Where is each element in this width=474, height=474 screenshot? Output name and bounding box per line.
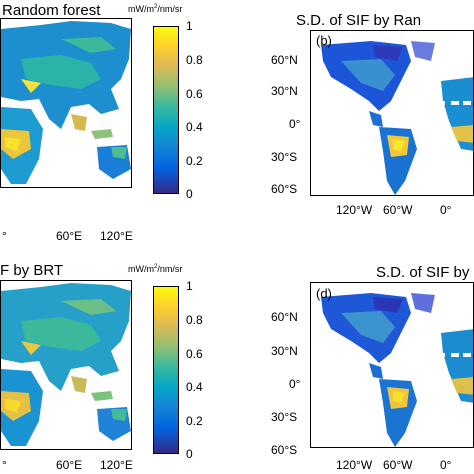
panel-d-xtick-120w: 120°W: [336, 458, 373, 472]
panel-d-ytick-30s: 30°S: [271, 410, 298, 424]
colorbar-top-tick-1: 1: [186, 19, 193, 33]
panel-c-xtick-left: °: [2, 458, 7, 472]
colorbar-top-tick-0.4: 0.4: [186, 120, 203, 134]
panel-c-map-svg: [1, 283, 131, 446]
colorbar-top-tick-0.2: 0.2: [186, 154, 203, 168]
panel-b-ytick-30n: 30°N: [271, 84, 298, 98]
panel-b-map: [310, 30, 474, 196]
colorbar-bottom: [153, 286, 179, 454]
colorbar-bottom-tick-0.6: 0.6: [186, 347, 203, 361]
panel-c-title: F by BRT: [0, 262, 64, 279]
panel-c-xtick-2: 120°E: [100, 458, 133, 472]
panel-d-xtick-0: 0°: [440, 458, 452, 472]
panel-d-xtick-60w: 60°W: [383, 458, 413, 472]
colorbar-bottom-tick-0.2: 0.2: [186, 414, 203, 428]
colorbar-bottom-tick-0: 0: [186, 447, 193, 461]
panel-b-title: S.D. of SIF by Ran: [296, 12, 422, 29]
panel-b-ytick-60n: 60°N: [271, 53, 298, 67]
colorbar-top-unit: mW/m2/nm/sr: [128, 4, 183, 14]
panel-b-ytick-0: 0°: [289, 117, 301, 131]
panel-a-xtick-2: 120°E: [100, 229, 133, 243]
panel-a-title: Random forest: [2, 2, 101, 19]
panel-b-map-svg: [321, 41, 473, 195]
panel-a-xtick-1: 60°E: [56, 229, 83, 243]
colorbar-top-tick-0.8: 0.8: [186, 53, 203, 67]
panel-b-letter: (b): [316, 33, 332, 48]
colorbar-top-tick-0.6: 0.6: [186, 87, 203, 101]
panel-b-ytick-60s: 60°S: [271, 182, 298, 196]
panel-d-letter: (d): [316, 286, 332, 301]
panel-a-map-svg: [1, 21, 131, 184]
panel-d-title: S.D. of SIF by: [376, 264, 470, 281]
panel-d-ytick-0: 0°: [289, 377, 301, 391]
panel-d-map: [310, 282, 474, 448]
panel-b-ytick-30s: 30°S: [271, 150, 298, 164]
colorbar-top-tick-0: 0: [186, 187, 193, 201]
panel-d-ytick-30n: 30°N: [271, 344, 298, 358]
colorbar-bottom-tick-1: 1: [186, 279, 193, 293]
panel-d-ytick-60n: 60°N: [271, 310, 298, 324]
panel-b-xtick-120w: 120°W: [336, 203, 373, 217]
panel-a-xtick-left: °: [2, 229, 7, 243]
panel-d-map-svg: [321, 293, 473, 447]
colorbar-bottom-tick-0.4: 0.4: [186, 380, 203, 394]
panel-a-map: [0, 18, 132, 188]
colorbar-bottom-tick-0.8: 0.8: [186, 313, 203, 327]
colorbar-bottom-unit: mW/m2/nm/sr: [128, 264, 183, 274]
colorbar-top: [153, 26, 179, 194]
panel-d-ytick-60s: 60°S: [271, 443, 298, 457]
panel-c-map: [0, 280, 132, 450]
panel-b-xtick-0: 0°: [440, 203, 452, 217]
panel-c-xtick-1: 60°E: [56, 458, 83, 472]
panel-b-xtick-60w: 60°W: [383, 203, 413, 217]
